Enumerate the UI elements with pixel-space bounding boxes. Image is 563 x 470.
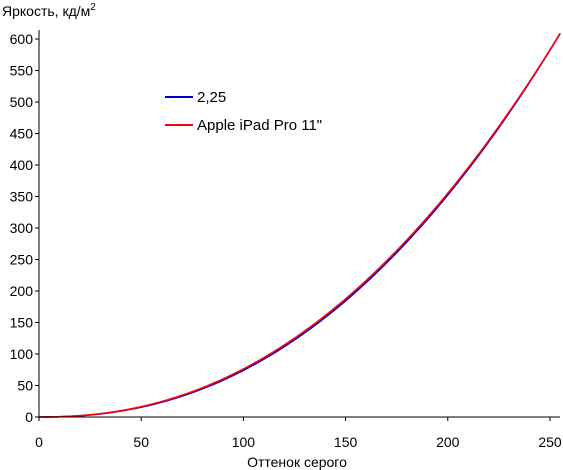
x-tick-label: 250	[538, 434, 562, 450]
y-tick-label: 100	[10, 346, 34, 362]
y-axis-label-text: Яркость, кд/м	[2, 3, 90, 19]
y-tick-label: 50	[17, 378, 33, 394]
y-axis-label-superscript: 2	[90, 2, 96, 13]
y-tick-label: 0	[25, 409, 33, 425]
x-axis-label: Оттенок серого	[247, 454, 347, 470]
y-tick-label: 500	[10, 94, 34, 110]
y-axis-label: Яркость, кд/м2	[2, 2, 96, 19]
y-axis-ticks: 0 50 100 150 200 250 300 350 400 450 500 550 600	[10, 31, 39, 425]
y-tick-label: 150	[10, 315, 34, 331]
x-tick-label: 50	[133, 434, 149, 450]
y-tick-label: 600	[10, 31, 34, 47]
legend-label: Apple iPad Pro 11"	[197, 117, 322, 134]
y-tick-label: 300	[10, 220, 34, 236]
y-tick-label: 400	[10, 157, 34, 173]
legend-label: 2,25	[197, 89, 226, 106]
y-tick-label: 550	[10, 63, 34, 79]
x-tick-label: 150	[334, 434, 358, 450]
series-line-reference	[39, 32, 561, 418]
series-lines	[39, 32, 561, 418]
x-tick-label: 0	[35, 434, 43, 450]
series-line-measured	[39, 32, 561, 418]
x-axis-ticks: 0 50 100 150 200 250	[35, 417, 562, 450]
x-tick-label: 200	[436, 434, 460, 450]
y-tick-label: 450	[10, 126, 34, 142]
y-tick-label: 350	[10, 189, 34, 205]
legend: 2,25 Apple iPad Pro 11"	[165, 89, 322, 134]
x-tick-label: 100	[232, 434, 256, 450]
y-tick-label: 200	[10, 283, 34, 299]
y-tick-label: 250	[10, 252, 34, 268]
